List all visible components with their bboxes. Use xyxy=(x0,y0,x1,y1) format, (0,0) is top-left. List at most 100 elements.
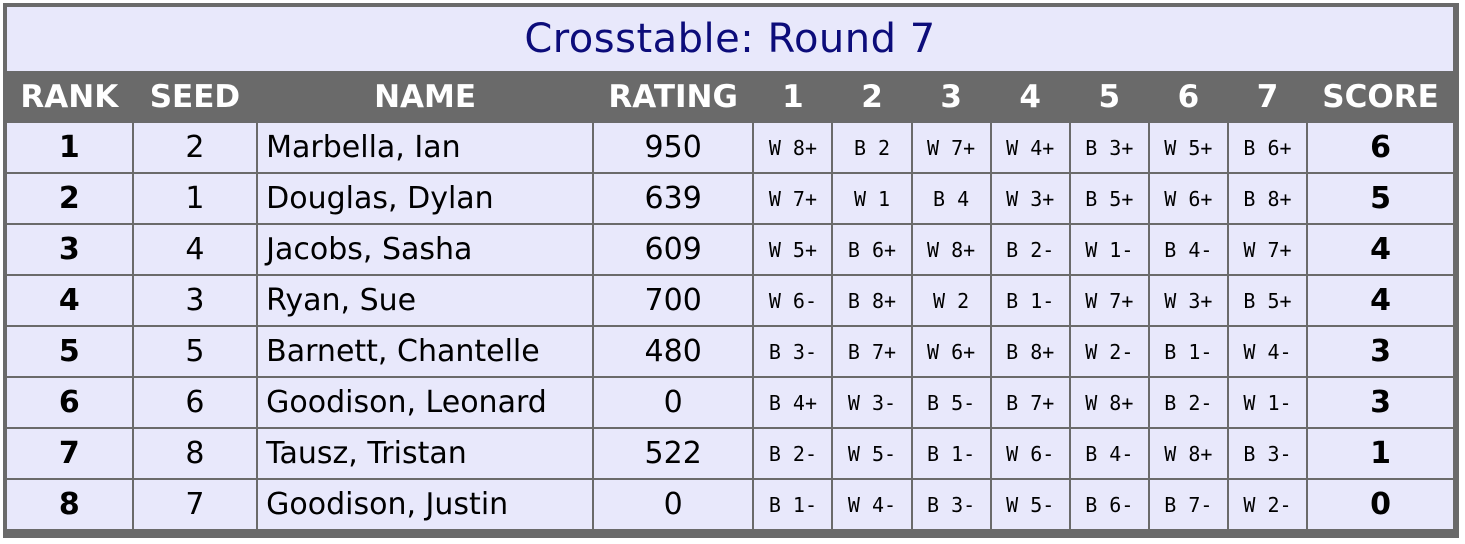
round-1-result-cell: B 3- xyxy=(754,327,832,376)
round-7-result-cell: W 2- xyxy=(1228,480,1307,529)
seed-cell: 2 xyxy=(133,123,257,172)
rank-cell: 7 xyxy=(7,429,132,478)
round-6-result-cell: W 5+ xyxy=(1149,123,1227,172)
round-3-result-cell: W 7+ xyxy=(912,123,990,172)
round-3-result-cell: B 4 xyxy=(912,174,990,223)
round-5-result-cell: W 7+ xyxy=(1070,276,1148,325)
header-name: NAME xyxy=(258,73,592,121)
round-2-result-cell: B 6+ xyxy=(833,225,911,274)
player-name-cell: Goodison, Justin xyxy=(258,480,592,529)
rating-cell: 0 xyxy=(593,378,753,427)
round-7-result-cell: B 6+ xyxy=(1228,123,1307,172)
header-seed: SEED xyxy=(133,73,257,121)
round-3-result-cell: W 2 xyxy=(912,276,990,325)
header-round-2: 2 xyxy=(833,73,911,121)
table-row: 6 6 Goodison, Leonard 0 B 4+ W 3- B 5- B 7+ W 8+… xyxy=(7,378,1453,427)
rank-cell: 2 xyxy=(7,174,132,223)
player-name-cell: Marbella, Ian xyxy=(258,123,592,172)
round-1-result-cell: W 6- xyxy=(754,276,832,325)
round-5-result-cell: B 3+ xyxy=(1070,123,1148,172)
table-row: 8 7 Goodison, Justin 0 B 1- W 4- B 3- W 5- B 6- B… xyxy=(7,480,1453,529)
rating-cell: 522 xyxy=(593,429,753,478)
player-name-cell: Jacobs, Sasha xyxy=(258,225,592,274)
round-6-result-cell: W 3+ xyxy=(1149,276,1227,325)
rating-cell: 609 xyxy=(593,225,753,274)
score-cell: 3 xyxy=(1308,327,1453,376)
header-round-4: 4 xyxy=(991,73,1069,121)
round-7-result-cell: W 7+ xyxy=(1228,225,1307,274)
score-cell: 6 xyxy=(1308,123,1453,172)
round-7-result-cell: W 1- xyxy=(1228,378,1307,427)
round-7-result-cell: W 4- xyxy=(1228,327,1307,376)
round-6-result-cell: B 1- xyxy=(1149,327,1227,376)
round-4-result-cell: B 2- xyxy=(991,225,1069,274)
score-cell: 4 xyxy=(1308,225,1453,274)
rating-cell: 639 xyxy=(593,174,753,223)
round-4-result-cell: W 4+ xyxy=(991,123,1069,172)
seed-cell: 8 xyxy=(133,429,257,478)
round-6-result-cell: W 6+ xyxy=(1149,174,1227,223)
seed-cell: 1 xyxy=(133,174,257,223)
round-5-result-cell: W 8+ xyxy=(1070,378,1148,427)
header-score: SCORE xyxy=(1308,73,1453,121)
header-rank: RANK xyxy=(7,73,132,121)
round-4-result-cell: W 6- xyxy=(991,429,1069,478)
round-4-result-cell: W 3+ xyxy=(991,174,1069,223)
table-row: 3 4 Jacobs, Sasha 609 W 5+ B 6+ W 8+ B 2- W 1- B … xyxy=(7,225,1453,274)
player-name-cell: Tausz, Tristan xyxy=(258,429,592,478)
round-4-result-cell: B 7+ xyxy=(991,378,1069,427)
player-name-cell: Ryan, Sue xyxy=(258,276,592,325)
header-round-6: 6 xyxy=(1149,73,1227,121)
round-7-result-cell: B 5+ xyxy=(1228,276,1307,325)
seed-cell: 6 xyxy=(133,378,257,427)
rank-cell: 4 xyxy=(7,276,132,325)
round-6-result-cell: W 8+ xyxy=(1149,429,1227,478)
rank-cell: 6 xyxy=(7,378,132,427)
round-2-result-cell: B 2 xyxy=(833,123,911,172)
player-name-cell: Goodison, Leonard xyxy=(258,378,592,427)
round-3-result-cell: B 3- xyxy=(912,480,990,529)
header-round-7: 7 xyxy=(1228,73,1307,121)
round-5-result-cell: B 6- xyxy=(1070,480,1148,529)
rank-cell: 1 xyxy=(7,123,132,172)
round-2-result-cell: W 5- xyxy=(833,429,911,478)
round-3-result-cell: W 8+ xyxy=(912,225,990,274)
rank-cell: 3 xyxy=(7,225,132,274)
round-1-result-cell: B 1- xyxy=(754,480,832,529)
round-1-result-cell: W 7+ xyxy=(754,174,832,223)
crosstable: Crosstable: Round 7 RANK SEED NAME RATIN… xyxy=(5,5,1455,531)
round-5-result-cell: B 4- xyxy=(1070,429,1148,478)
round-1-result-cell: W 5+ xyxy=(754,225,832,274)
round-4-result-cell: B 8+ xyxy=(991,327,1069,376)
round-2-result-cell: W 3- xyxy=(833,378,911,427)
round-2-result-cell: B 8+ xyxy=(833,276,911,325)
crosstable-frame: Crosstable: Round 7 RANK SEED NAME RATIN… xyxy=(3,3,1459,538)
round-5-result-cell: W 1- xyxy=(1070,225,1148,274)
round-3-result-cell: W 6+ xyxy=(912,327,990,376)
round-2-result-cell: B 7+ xyxy=(833,327,911,376)
round-6-result-cell: B 7- xyxy=(1149,480,1227,529)
table-row: 7 8 Tausz, Tristan 522 B 2- W 5- B 1- W 6- B 4- W… xyxy=(7,429,1453,478)
header-round-3: 3 xyxy=(912,73,990,121)
seed-cell: 7 xyxy=(133,480,257,529)
player-name-cell: Douglas, Dylan xyxy=(258,174,592,223)
rank-cell: 5 xyxy=(7,327,132,376)
rating-cell: 700 xyxy=(593,276,753,325)
round-7-result-cell: B 8+ xyxy=(1228,174,1307,223)
round-7-result-cell: B 3- xyxy=(1228,429,1307,478)
round-2-result-cell: W 4- xyxy=(833,480,911,529)
rank-cell: 8 xyxy=(7,480,132,529)
rating-cell: 950 xyxy=(593,123,753,172)
round-1-result-cell: B 2- xyxy=(754,429,832,478)
round-3-result-cell: B 1- xyxy=(912,429,990,478)
player-name-cell: Barnett, Chantelle xyxy=(258,327,592,376)
score-cell: 0 xyxy=(1308,480,1453,529)
table-title: Crosstable: Round 7 xyxy=(7,7,1453,71)
round-4-result-cell: W 5- xyxy=(991,480,1069,529)
table-row: 5 5 Barnett, Chantelle 480 B 3- B 7+ W 6+ B 8+ W… xyxy=(7,327,1453,376)
round-1-result-cell: W 8+ xyxy=(754,123,832,172)
